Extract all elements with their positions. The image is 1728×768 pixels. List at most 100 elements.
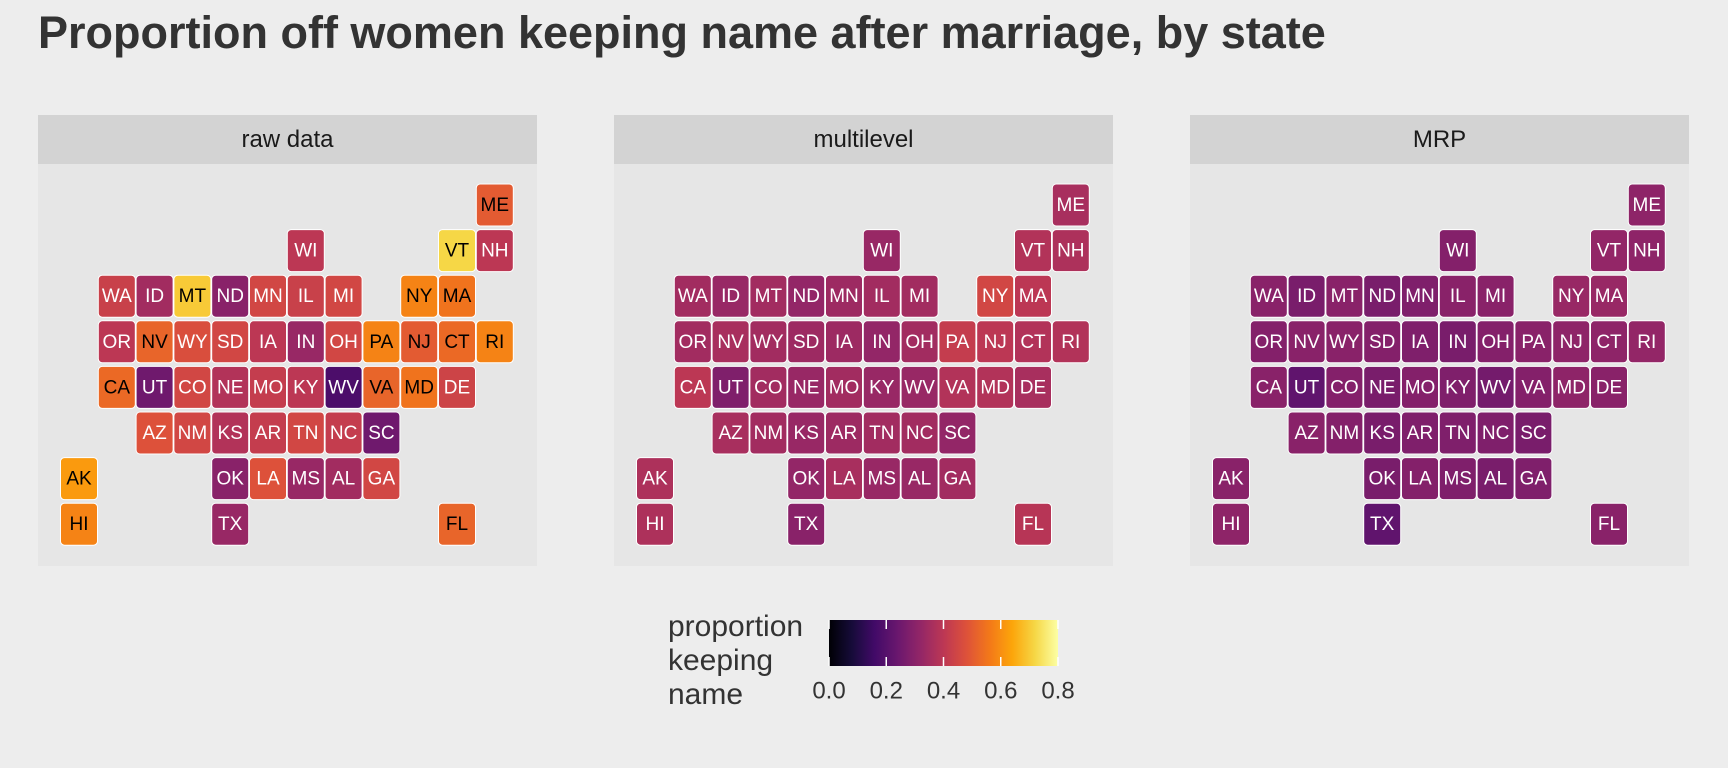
state-label: UT (718, 377, 744, 398)
state-tile (900, 320, 939, 364)
state-label: SD (1369, 332, 1395, 353)
state-tile (438, 320, 476, 364)
state-label: AZ (718, 423, 743, 444)
state-label: UT (142, 377, 168, 398)
state-label: SC (1520, 423, 1546, 444)
state-label: MO (829, 377, 860, 398)
state-label: OH (329, 332, 358, 353)
state-label: MA (1595, 286, 1624, 307)
state-tile (249, 457, 287, 501)
state-tile (787, 274, 826, 318)
state-tile (475, 320, 514, 364)
state-tile (636, 502, 674, 546)
state-label: NE (1369, 377, 1395, 398)
state-label: OH (905, 332, 934, 353)
panel-strip (614, 115, 1113, 164)
state-tile (787, 320, 826, 364)
state-tile (1363, 457, 1402, 501)
state-tile (976, 274, 1015, 318)
state-label: WV (328, 377, 359, 398)
state-label: MS (292, 469, 321, 490)
state-label: UT (1294, 377, 1320, 398)
state-label: WV (1480, 377, 1511, 398)
state-tile (1514, 457, 1553, 501)
colorbar-tick-label: 0.2 (870, 677, 903, 704)
state-tile (211, 502, 250, 546)
state-tile (286, 411, 325, 455)
state-label: MA (443, 286, 472, 307)
state-label: OR (1255, 332, 1284, 353)
state-label: OH (1481, 332, 1510, 353)
state-tile (673, 320, 712, 364)
state-label: AZ (142, 423, 167, 444)
state-label: NM (178, 423, 208, 444)
state-tile (438, 502, 476, 546)
state-tile (900, 411, 939, 455)
state-label: WV (904, 377, 935, 398)
state-tile (1401, 274, 1439, 318)
state-label: CO (1330, 377, 1359, 398)
state-tile (1212, 502, 1250, 546)
state-label: SC (944, 423, 970, 444)
state-label: CT (1020, 332, 1046, 353)
state-tile (1590, 365, 1628, 409)
state-label: TN (1445, 423, 1470, 444)
colorbar-tick-label: 0.8 (1041, 677, 1074, 704)
state-label: AL (1484, 469, 1507, 490)
state-label: ME (1057, 195, 1086, 216)
state-label: MO (253, 377, 284, 398)
state-label: CO (178, 377, 207, 398)
state-tile (711, 411, 750, 455)
state-tile (825, 274, 863, 318)
state-label: NH (1057, 241, 1084, 262)
state-tile (1363, 411, 1402, 455)
state-label: OK (792, 469, 820, 490)
state-label: AZ (1294, 423, 1319, 444)
state-tile (862, 320, 901, 364)
state-tile (438, 365, 476, 409)
state-tile (1476, 320, 1515, 364)
state-label: NY (982, 286, 1009, 307)
state-tile (1438, 365, 1477, 409)
state-tile (1627, 320, 1666, 364)
state-tile (938, 365, 977, 409)
state-tile (97, 320, 136, 364)
state-tile (400, 320, 439, 364)
state-label: ND (216, 286, 243, 307)
state-tile (475, 183, 514, 227)
state-tile (400, 365, 439, 409)
state-label: FL (1598, 514, 1620, 535)
state-tile (1287, 411, 1326, 455)
state-tile (1438, 229, 1477, 273)
state-tile (286, 229, 325, 273)
state-tile (362, 411, 401, 455)
state-label: NV (717, 332, 744, 353)
state-tile (1438, 320, 1477, 364)
state-tile (211, 320, 250, 364)
state-label: NC (906, 423, 933, 444)
state-label: SC (368, 423, 394, 444)
state-tile (938, 320, 977, 364)
state-label: NC (330, 423, 357, 444)
state-label: AK (1218, 469, 1244, 490)
state-label: AR (831, 423, 857, 444)
state-label: KS (218, 423, 243, 444)
state-tile (400, 274, 439, 318)
state-tile (862, 457, 901, 501)
state-tile (900, 365, 939, 409)
state-tile (976, 320, 1015, 364)
state-tile (1014, 365, 1052, 409)
state-tile (1401, 365, 1439, 409)
state-tile (1514, 411, 1553, 455)
state-label: KY (293, 377, 319, 398)
state-tile (1590, 274, 1628, 318)
state-label: OR (103, 332, 132, 353)
state-tile (1014, 229, 1052, 273)
state-label: NY (1558, 286, 1585, 307)
state-tile (438, 274, 476, 318)
state-label: ME (1633, 195, 1662, 216)
state-tile (1325, 274, 1364, 318)
state-tile (1476, 365, 1515, 409)
state-label: WA (1254, 286, 1284, 307)
